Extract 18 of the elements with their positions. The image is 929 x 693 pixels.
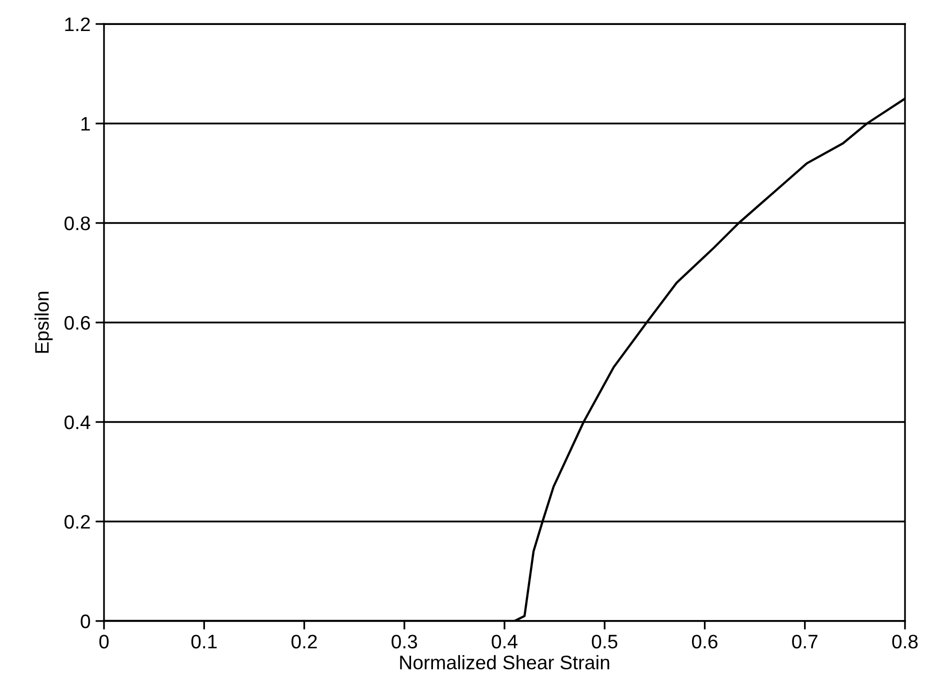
y-tick-label: 0.4	[64, 415, 90, 430]
x-tick-label: 0.6	[692, 634, 718, 648]
y-axis-title: Epsilon	[34, 292, 53, 353]
y-tick-label: 0.2	[64, 514, 90, 529]
y-tick-label: 0	[80, 614, 90, 628]
x-tick-label: 0.3	[392, 634, 418, 648]
x-tick-label: 0.1	[191, 634, 217, 648]
x-tick-label: 0.5	[592, 634, 618, 648]
x-axis-title: Normalized Shear Strain	[400, 655, 610, 670]
x-tick-label: 0.7	[792, 634, 818, 648]
y-tick-label: 0.6	[64, 316, 90, 330]
x-tick-label: 0	[99, 634, 109, 648]
y-tick-label: 1.2	[65, 17, 90, 32]
x-tick-label: 0.2	[291, 634, 317, 648]
y-tick-label: 1	[81, 117, 90, 131]
x-tick-label: 0.8	[892, 634, 918, 648]
y-tick-label: 0.8	[64, 216, 90, 230]
x-tick-label: 0.4	[492, 634, 518, 648]
